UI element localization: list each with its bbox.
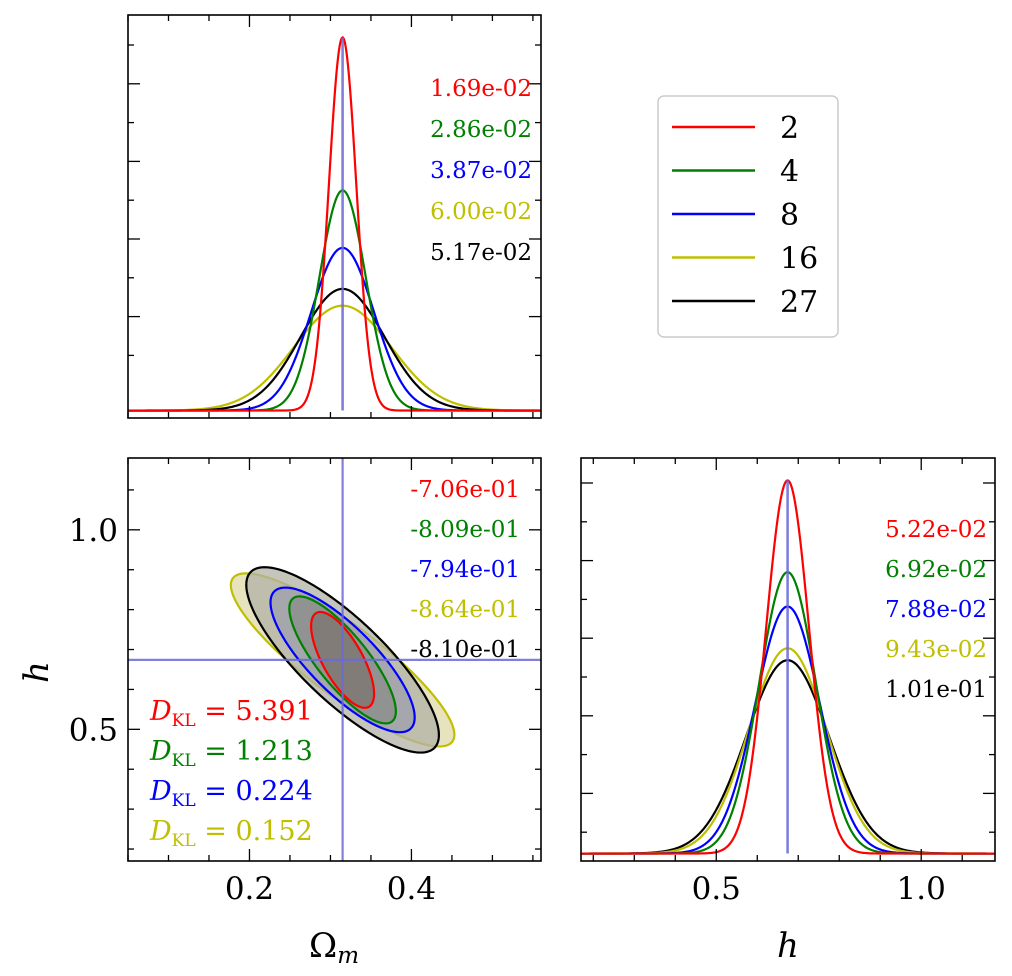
omega-m-h-contour-panel: 0.2 0.4 0.5 1.0 Ωm h -7.06e-01 -8.09e-01 -7.94e-…	[17, 457, 542, 969]
legend-box	[657, 95, 839, 338]
legend-label-8: 8	[780, 198, 799, 233]
correlation-annotation-8: -7.94e-01	[410, 557, 520, 583]
y-tick-label: 1.0	[69, 513, 118, 549]
correlation-annotation-16: -8.64e-01	[410, 597, 520, 623]
sigma-annotation-27: 1.01e-01	[885, 677, 987, 703]
sigma-annotation-16: 9.43e-02	[885, 637, 987, 663]
y-axis-label: h	[17, 661, 57, 683]
legend-label-16: 16	[780, 242, 818, 277]
y-tick-label: 0.5	[69, 712, 118, 748]
legend: 2 4 8 16 27	[657, 95, 839, 338]
correlation-annotation-2: -7.06e-01	[410, 477, 520, 503]
plot-frame	[127, 14, 542, 419]
x-tick-label: 0.5	[692, 871, 741, 907]
marginal-curve-2	[128, 35, 541, 412]
sigma-annotation-4: 6.92e-02	[885, 557, 987, 583]
correlation-annotation-4: -8.09e-01	[410, 517, 520, 543]
sigma-annotation-8: 3.87e-02	[430, 158, 532, 184]
dkl-label-4: DKL = 1.213	[149, 736, 313, 771]
omega-m-marginal-panel: 1.69e-02 2.86e-02 3.87e-02 6.00e-02 5.17e-02	[127, 14, 542, 419]
sigma-annotation-8: 7.88e-02	[885, 597, 987, 623]
sigma-annotation-2: 1.69e-02	[430, 76, 532, 102]
x-tick-label: 1.0	[897, 871, 946, 907]
sigma-annotation-2: 5.22e-02	[885, 517, 987, 543]
marginal-curve-8	[128, 246, 541, 412]
correlation-annotation-27: -8.10e-01	[410, 637, 520, 663]
sigma-annotation-4: 2.86e-02	[430, 117, 532, 143]
legend-label-4: 4	[780, 155, 799, 190]
x-axis-label: h	[777, 926, 799, 966]
x-axis-label: Ωm	[309, 926, 359, 969]
legend-label-27: 27	[780, 285, 818, 320]
plot-frame	[580, 457, 996, 862]
sigma-annotation-27: 5.17e-02	[430, 240, 532, 266]
marginal-curve-16	[128, 304, 541, 412]
dkl-label-2: DKL = 5.391	[149, 696, 313, 731]
plot-frame	[127, 457, 542, 862]
dkl-label-8: DKL = 0.224	[149, 776, 313, 811]
x-tick-label: 0.2	[225, 871, 274, 907]
x-tick-label: 0.4	[387, 871, 436, 907]
h-marginal-panel: 0.5 1.0 h 5.22e-02 6.92e-02 7.88e-02 9.43e-02 1…	[580, 457, 996, 966]
sigma-annotation-16: 6.00e-02	[430, 199, 532, 225]
dkl-label-16: DKL = 0.152	[149, 816, 313, 851]
legend-label-2: 2	[780, 111, 799, 146]
